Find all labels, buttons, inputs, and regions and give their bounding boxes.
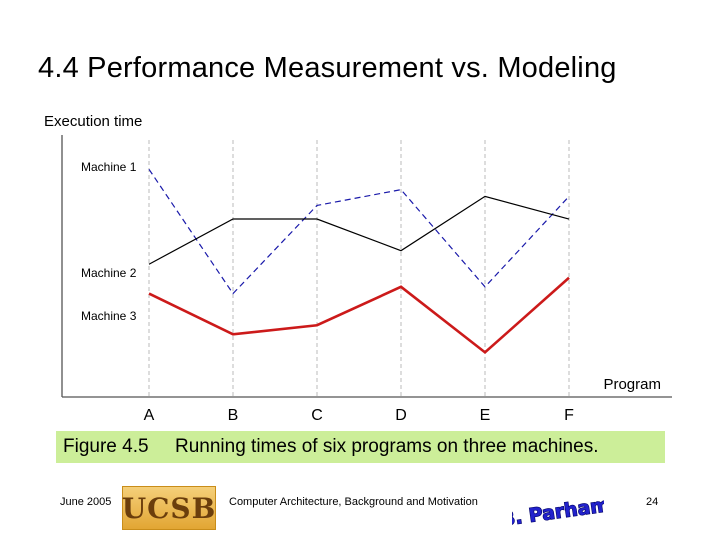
- slide-title: 4.4 Performance Measurement vs. Modeling: [38, 52, 617, 84]
- x-tick-label-f: F: [564, 407, 574, 424]
- series-label-machine-3: Machine 3: [81, 309, 137, 323]
- x-tick-label-d: D: [395, 407, 407, 424]
- series-label-machine-2: Machine 2: [81, 266, 137, 280]
- series-line-machine-2: [148, 195, 570, 265]
- caption-text: Running times of six programs on three m…: [175, 436, 599, 457]
- caption-label: Figure 4.5: [63, 436, 149, 457]
- parhami-logo-text: B. Parhami: [512, 493, 604, 530]
- series-lines: [148, 168, 570, 355]
- parhami-logo: B. Parhami: [512, 492, 604, 530]
- ucsb-logo-text: UCSB: [121, 491, 217, 525]
- x-tick-label-a: A: [144, 407, 155, 424]
- x-tick-label-c: C: [311, 407, 323, 424]
- footer-date: June 2005: [60, 496, 112, 508]
- series-line-machine-1: [148, 168, 570, 295]
- x-axis-label: Program: [603, 376, 661, 393]
- y-axis-label: Execution time: [44, 113, 142, 130]
- series-line-machine-3: [148, 276, 570, 355]
- grid-lines: [148, 140, 570, 397]
- axes: [61, 135, 672, 398]
- labels: Execution time Program A B C D E F Machine 1 Mach…: [44, 113, 661, 424]
- footer-course: Computer Architecture, Background and Mo…: [229, 496, 478, 508]
- page-number: 24: [646, 496, 659, 508]
- x-tick-label-e: E: [480, 407, 491, 424]
- figure-caption: Figure 4.5 Running times of six programs…: [56, 431, 665, 463]
- ucsb-logo: UCSB: [122, 486, 216, 530]
- x-tick-label-b: B: [228, 407, 239, 424]
- series-label-machine-1: Machine 1: [81, 160, 137, 174]
- line-chart: Execution time Program A B C D E F Machine 1 Mach…: [44, 113, 672, 424]
